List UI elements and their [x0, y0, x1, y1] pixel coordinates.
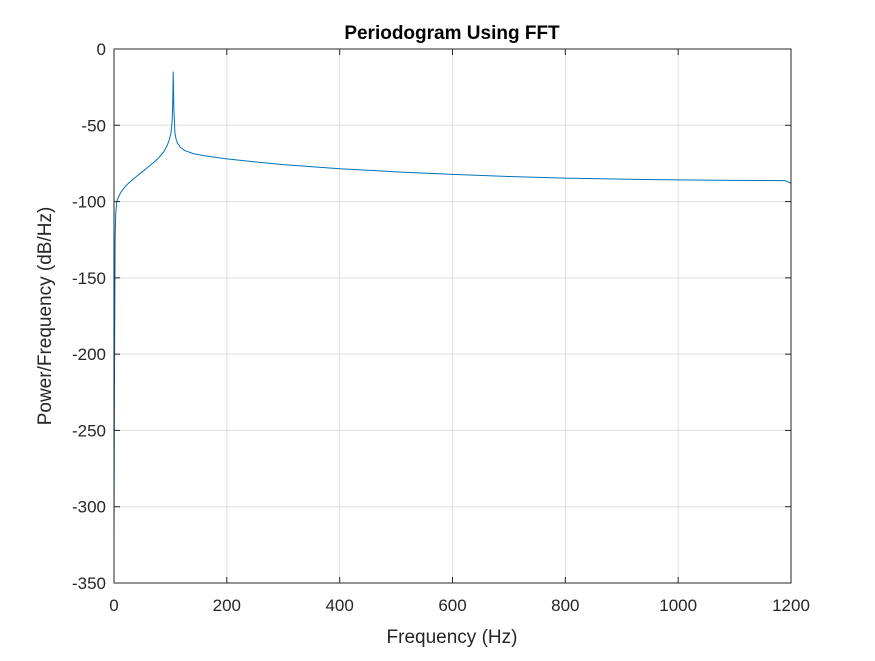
y-grid: [114, 124, 791, 508]
y-tick-label: -250: [72, 421, 106, 440]
y-tick-label: -200: [72, 345, 106, 364]
x-tick-label: 1000: [659, 596, 697, 615]
chart-title: Periodogram Using FFT: [344, 23, 560, 44]
y-axis-label: Power/Frequency (dB/Hz): [35, 207, 56, 426]
y-tick-label: -150: [72, 269, 106, 288]
x-tick-label: 0: [109, 596, 118, 615]
y-tick-label: 0: [97, 40, 106, 59]
x-axis-label: Frequency (Hz): [387, 627, 518, 648]
x-grid: [226, 49, 679, 583]
x-tick-label: 800: [551, 596, 579, 615]
x-tick-label: 1200: [772, 596, 810, 615]
y-tick-label: -50: [81, 116, 106, 135]
x-tick-label: 600: [438, 596, 466, 615]
y-tick-label: -350: [72, 574, 106, 593]
x-ticks: 0 200 400 600 800 1000 1200: [109, 49, 810, 615]
series-layer: [113, 71, 792, 538]
series-line: [113, 71, 792, 538]
y-tick-label: -300: [72, 498, 106, 517]
y-ticks: 0 -50 -100 -150 -200 -250 -300 -350: [72, 40, 791, 593]
x-tick-label: 200: [213, 596, 241, 615]
x-tick-label: 400: [325, 596, 353, 615]
y-tick-label: -100: [72, 193, 106, 212]
